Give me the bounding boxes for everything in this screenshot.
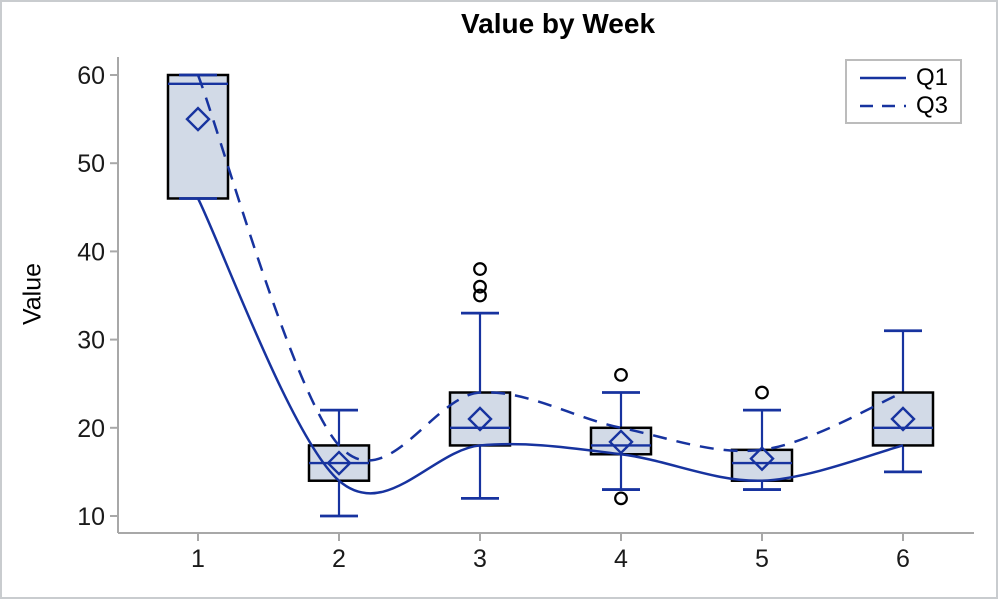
box-week-6 bbox=[871, 391, 935, 447]
mean-marker-week-4 bbox=[608, 429, 634, 455]
legend-label: Q3 bbox=[916, 91, 949, 119]
box-week-5 bbox=[730, 448, 794, 482]
outlier-week-3-0 bbox=[473, 288, 487, 303]
mean-marker-week-1 bbox=[185, 106, 211, 132]
y-tick-label-10: 10 bbox=[77, 503, 105, 531]
legend-item-q3: Q3 bbox=[859, 92, 948, 119]
legend: Q1 Q3 bbox=[845, 59, 963, 124]
mean-marker-week-2 bbox=[326, 450, 352, 476]
y-tick-label-60: 60 bbox=[77, 62, 105, 90]
y-tick-label-50: 50 bbox=[77, 150, 105, 178]
legend-label: Q1 bbox=[916, 63, 949, 91]
x-tick-label-6: 6 bbox=[896, 545, 910, 573]
x-tick-label-1: 1 bbox=[191, 545, 205, 573]
y-tick-label-40: 40 bbox=[77, 238, 105, 266]
x-tick-label-5: 5 bbox=[755, 545, 769, 573]
chart-title: Value by Week bbox=[460, 8, 656, 39]
x-tick-label-2: 2 bbox=[332, 545, 346, 573]
q3-line-sample-icon bbox=[860, 104, 906, 107]
mean-marker-week-5 bbox=[749, 445, 775, 472]
mean-marker-week-6 bbox=[890, 406, 916, 432]
q3-series-line bbox=[196, 74, 904, 462]
x-tick-label-3: 3 bbox=[473, 545, 487, 573]
outlier-week-4-1 bbox=[614, 367, 628, 382]
y-tick-label-20: 20 bbox=[77, 415, 105, 443]
outlier-week-3-2 bbox=[473, 262, 487, 276]
outlier-week-3-1 bbox=[473, 279, 487, 294]
outlier-week-4-0 bbox=[614, 491, 628, 506]
mean-marker-week-3 bbox=[467, 406, 493, 432]
x-tick-label-4: 4 bbox=[614, 545, 628, 573]
q1-line-sample-icon bbox=[860, 76, 906, 79]
y-tick-label-30: 30 bbox=[77, 327, 105, 355]
q1-series-line bbox=[196, 197, 904, 495]
legend-item-q1: Q1 bbox=[859, 64, 948, 91]
outlier-week-5-0 bbox=[755, 385, 769, 400]
box-week-1 bbox=[166, 73, 230, 200]
